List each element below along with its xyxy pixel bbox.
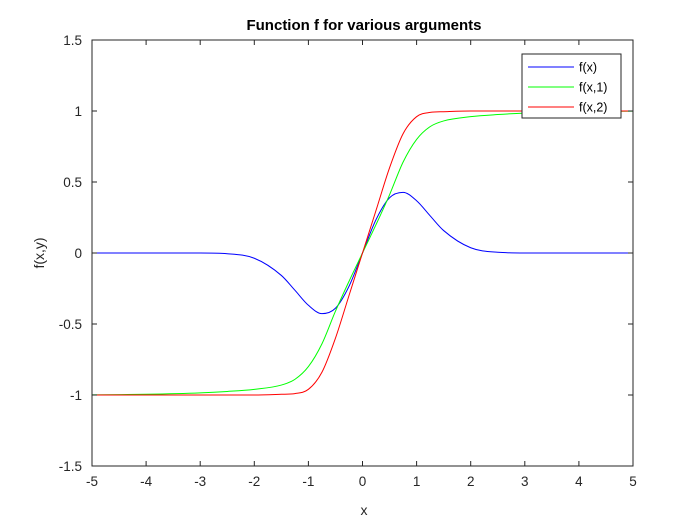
x-tick-label: 3 (521, 474, 529, 489)
axes: -5 -4 -3 -2 -1 0 1 2 3 4 5 1.5 1 0.5 0 -0.5 -1 -1.5 (59, 33, 637, 489)
x-axis-label: x (361, 502, 368, 518)
y-tick-label: 0 (74, 246, 82, 261)
x-tick-label: 2 (467, 474, 475, 489)
chart-title: Function f for various arguments (246, 17, 481, 34)
series-layer (91, 110, 634, 396)
legend-label-f-x-1: f(x,1) (579, 81, 607, 95)
legend-label-f-x: f(x) (579, 61, 597, 75)
x-tick-label: 0 (359, 474, 367, 489)
y-tick-label: -1.5 (59, 459, 82, 474)
x-tick-label: -3 (194, 474, 206, 489)
y-tick-label: 1 (74, 104, 82, 119)
x-tick-label: -1 (302, 474, 314, 489)
series-line-f-x-2 (91, 110, 633, 396)
x-tick-label: 1 (413, 474, 421, 489)
legend-label-f-x-2: f(x,2) (579, 101, 607, 115)
x-tick-label: -5 (86, 474, 98, 489)
y-tick-label: -0.5 (59, 317, 82, 332)
y-tick-label: -1 (70, 388, 82, 403)
y-axis-label: f(x,y) (31, 237, 47, 268)
x-tick-label: -2 (248, 474, 260, 489)
y-tick-label: 1.5 (63, 33, 82, 48)
x-tick-label: 5 (629, 474, 637, 489)
x-tick-label: -4 (140, 474, 152, 489)
y-tick-label: 0.5 (63, 175, 82, 190)
legend: f(x) f(x,1) f(x,2) (521, 53, 622, 119)
x-tick-label: 4 (575, 474, 583, 489)
